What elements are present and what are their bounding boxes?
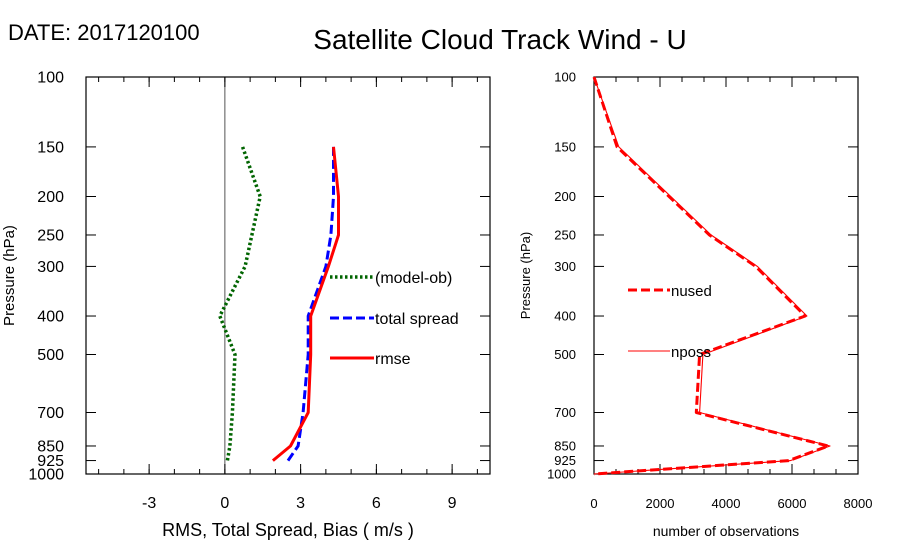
plot1-xtick-label: 6	[372, 495, 381, 512]
plot1-ytick-label: 200	[37, 189, 64, 206]
plot2-xtick-label: 0	[590, 496, 597, 511]
plot2-ytick-label: 1000	[547, 467, 576, 482]
plot2-ytick-label: 925	[554, 453, 576, 468]
plot1-ytick-label: 850	[37, 439, 64, 456]
plot1-xtick-label: 3	[296, 495, 305, 512]
plot2-frame	[593, 76, 859, 475]
plot1-xtick-label: -3	[142, 495, 156, 512]
plot2-xtick-label: 4000	[712, 496, 741, 511]
plot2-ytick-label: 500	[554, 347, 576, 362]
plot2-ytick-label: 100	[554, 70, 576, 85]
plot2-xtick-label: 8000	[844, 496, 873, 511]
plot2-ytick-label: 700	[554, 405, 576, 420]
plot1-ytick-label: 700	[37, 405, 64, 422]
plot1-legend-label: rmse	[375, 351, 411, 368]
plot1-frame	[85, 76, 491, 475]
plot2-ylabel: Pressure (hPa)	[518, 232, 533, 319]
plot1-xlabel: RMS, Total Spread, Bias ( m/s )	[162, 520, 414, 540]
plot2-ytick-label: 300	[554, 259, 576, 274]
plot2-legend-label: nposs	[671, 344, 711, 361]
plot2-xtick-label: 2000	[646, 496, 675, 511]
plot2-ytick-label: 250	[554, 228, 576, 243]
plot1-ylabel: Pressure (hPa)	[1, 225, 18, 326]
plot1-ytick-label: 250	[37, 228, 64, 245]
plot2-ytick-label: 850	[554, 439, 576, 454]
plot1-ytick-label: 400	[37, 309, 64, 326]
plot1-xtick-label: 0	[220, 495, 229, 512]
date-label: DATE: 2017120100	[8, 20, 200, 45]
plot1-series-model-ob	[218, 146, 262, 461]
plot2-series-nused	[592, 76, 830, 476]
plot1-ytick-label: 1000	[28, 467, 64, 484]
plot2-ytick-label: 150	[554, 139, 576, 154]
plot1-series-total-spread	[286, 146, 335, 462]
plot1-ytick-label: 150	[37, 140, 64, 157]
plot1-ytick-label: 500	[37, 347, 64, 364]
plot1-ytick-label: 100	[37, 70, 64, 87]
plot1-xtick-label: 9	[448, 495, 457, 512]
plot1-legend-label: (model-ob)	[375, 270, 452, 287]
plot1-ytick-label: 300	[37, 259, 64, 276]
plot2-legend-label: nused	[671, 283, 712, 300]
plot2-series-nposs	[593, 76, 831, 475]
chart-title: Satellite Cloud Track Wind - U	[313, 24, 687, 55]
plot2-ytick-label: 200	[554, 189, 576, 204]
plot2-ytick-label: 400	[554, 309, 576, 324]
plot1-series-rmse	[271, 146, 340, 462]
plot2-xlabel: number of observations	[653, 523, 799, 539]
plot1-legend-label: total spread	[375, 311, 459, 328]
plot1-ytick-label: 925	[37, 453, 64, 470]
plot2-xtick-label: 6000	[778, 496, 807, 511]
